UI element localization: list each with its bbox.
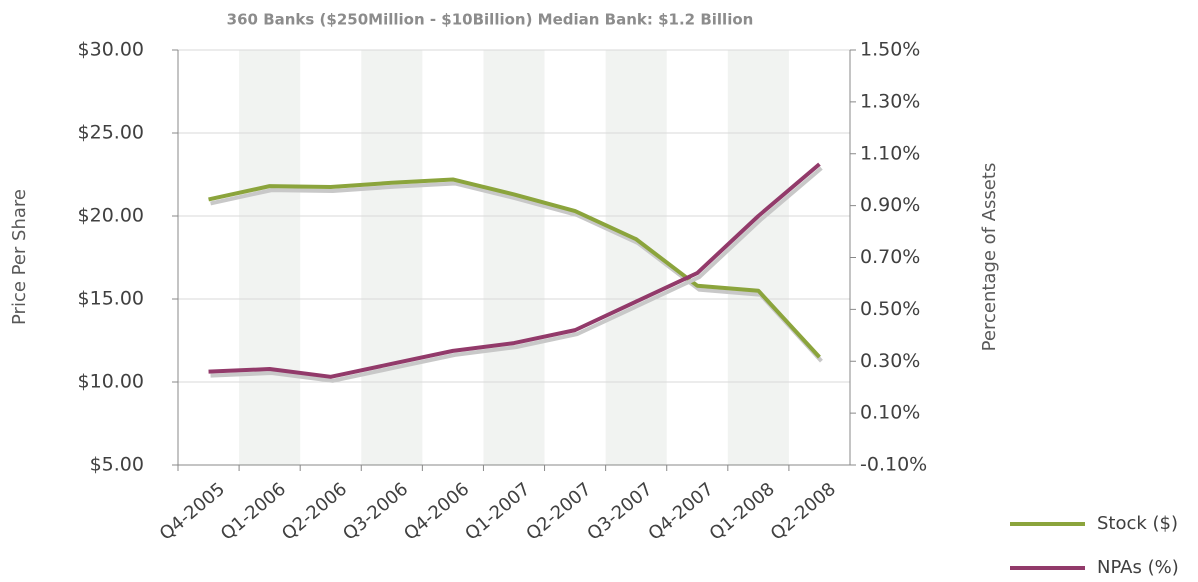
chart-title: 360 Banks ($250Million - $10Billion) Med… — [227, 11, 754, 29]
x-tick-label: Q4-2007 — [644, 479, 717, 545]
band-shade — [483, 50, 545, 465]
y-tick-label: $20.00 — [78, 205, 144, 227]
y-tick-label: $10.00 — [78, 371, 144, 393]
x-tick-label: Q1-2006 — [217, 479, 290, 545]
series-line — [208, 162, 821, 379]
y-axis-title: Price Per Share — [9, 189, 30, 325]
y2-tick-label: 0.10% — [860, 402, 920, 424]
y-tick-label: $30.00 — [78, 39, 144, 61]
y2-tick-label: 1.10% — [860, 142, 920, 164]
x-tick-label: Q4-2005 — [156, 479, 229, 545]
y2-tick-label: 1.30% — [860, 90, 920, 112]
y2-tick-label: 0.70% — [860, 246, 920, 268]
x-tick-label: Q3-2007 — [583, 479, 656, 545]
y-tick-label: $25.00 — [78, 122, 144, 144]
y2-tick-label: 0.50% — [860, 298, 920, 320]
x-tick-label: Q4-2006 — [400, 479, 473, 545]
y-tick-label: $15.00 — [78, 288, 144, 310]
x-tick-label: Q1-2008 — [706, 479, 779, 545]
y2-tick-label: 1.50% — [860, 39, 920, 61]
y2-axis-title: Percentage of Assets — [979, 163, 1000, 352]
y2-tick-label: -0.10% — [860, 454, 927, 476]
x-tick-label: Q2-2007 — [522, 479, 595, 545]
y-tick-label: $5.00 — [90, 454, 144, 476]
series-line — [208, 177, 821, 359]
x-tick-label: Q1-2007 — [461, 479, 534, 545]
x-tick-label: Q3-2006 — [339, 479, 412, 545]
y2-tick-label: 0.90% — [860, 194, 920, 216]
band-shade — [361, 50, 423, 465]
legend-label: NPAs (%) — [1097, 557, 1179, 578]
y2-tick-label: 0.30% — [860, 350, 920, 372]
x-tick-label: Q2-2006 — [278, 479, 351, 545]
x-tick-label: Q2-2008 — [767, 479, 840, 545]
line-shadow — [210, 166, 823, 383]
legend-label: Stock ($) — [1097, 513, 1178, 534]
band-shade — [727, 50, 789, 465]
line-shadow — [210, 181, 823, 363]
band-shade — [239, 50, 301, 465]
